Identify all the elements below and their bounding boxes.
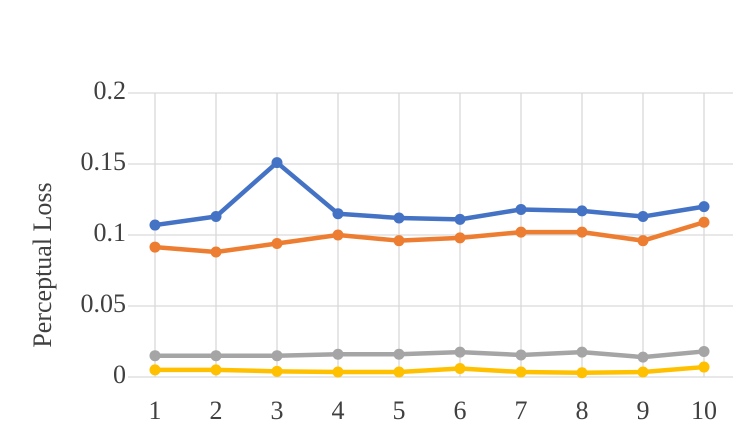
data-point <box>271 365 283 377</box>
series-line <box>154 160 705 228</box>
data-point <box>149 241 161 253</box>
y-tick-label: 0 <box>113 360 126 389</box>
series-line <box>155 349 705 360</box>
x-tick-label: 2 <box>210 396 223 425</box>
data-point <box>576 226 588 238</box>
data-point <box>393 212 405 224</box>
y-tick-label: 0.15 <box>81 147 127 176</box>
data-point <box>332 208 344 220</box>
data-point <box>454 232 466 244</box>
x-tick-label: 1 <box>149 396 162 425</box>
data-point <box>332 229 344 241</box>
data-point <box>576 367 588 379</box>
data-point <box>271 350 283 362</box>
data-point <box>454 213 466 225</box>
data-point <box>210 211 222 223</box>
x-tick-label: 10 <box>691 396 717 425</box>
y-tick-label: 0.2 <box>94 76 127 105</box>
x-tick-label: 3 <box>271 396 284 425</box>
x-tick-label: 4 <box>332 396 345 425</box>
data-point <box>210 350 222 362</box>
y-tick-label: 0.05 <box>81 289 127 318</box>
x-tick-label: 7 <box>515 396 528 425</box>
grid <box>128 92 733 378</box>
y-axis-label: Perceptual Loss <box>28 182 57 347</box>
data-point <box>637 351 649 363</box>
data-point <box>149 350 161 362</box>
series-line <box>154 220 705 255</box>
data-point <box>698 216 710 228</box>
data-point <box>515 366 527 378</box>
data-point <box>149 219 161 231</box>
plot <box>149 157 710 379</box>
x-tick-label: 8 <box>576 396 589 425</box>
data-point <box>698 201 710 213</box>
data-point <box>698 345 710 357</box>
data-point <box>637 211 649 223</box>
x-tick-label: 9 <box>637 396 650 425</box>
data-point <box>576 205 588 217</box>
data-point <box>393 348 405 360</box>
data-point <box>515 349 527 361</box>
series-line <box>155 364 705 375</box>
data-point <box>332 348 344 360</box>
x-tick-label: 5 <box>393 396 406 425</box>
data-point <box>698 361 710 373</box>
data-point <box>149 364 161 376</box>
y-tick-label: 0.1 <box>94 218 127 247</box>
data-point <box>454 362 466 374</box>
data-point <box>637 366 649 378</box>
data-point <box>210 246 222 258</box>
x-tick-label: 6 <box>454 396 467 425</box>
data-point <box>393 235 405 247</box>
data-point <box>515 226 527 238</box>
data-point <box>576 346 588 358</box>
data-point <box>271 238 283 250</box>
data-point <box>515 203 527 215</box>
data-point <box>454 346 466 358</box>
data-point <box>637 235 649 247</box>
data-point <box>393 366 405 378</box>
data-point <box>332 366 344 378</box>
data-point <box>210 364 222 376</box>
data-point <box>271 157 283 169</box>
